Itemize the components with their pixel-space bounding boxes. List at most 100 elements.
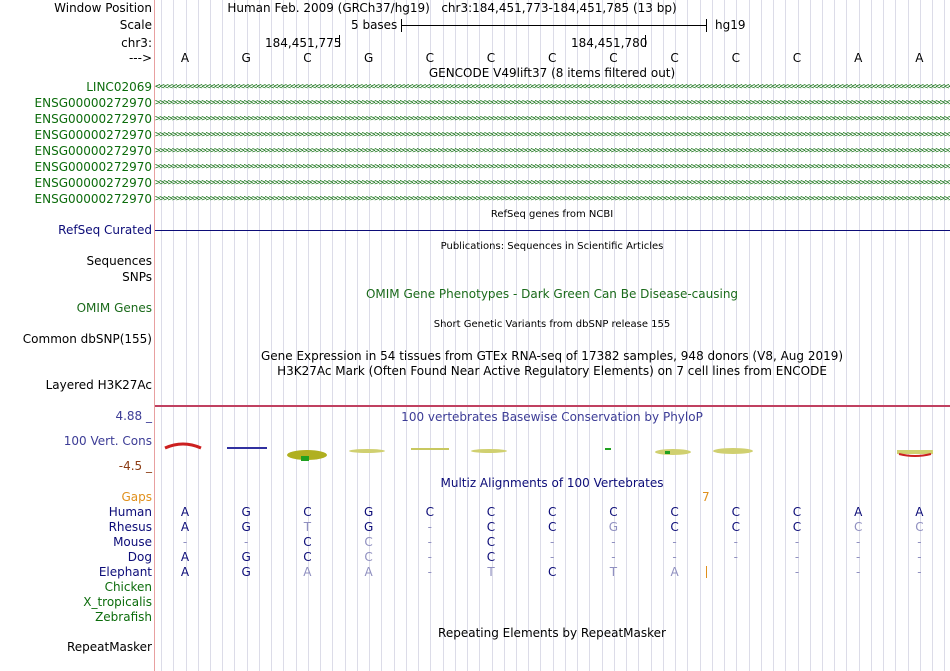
- gene-label[interactable]: ENSG00000272970: [34, 112, 152, 126]
- gridline: [613, 0, 615, 671]
- gene-feature-reverse[interactable]: <<<<<<<<<<<<<<<<<<<<<<<<<<<<<<<<<<<<<<<<…: [155, 82, 950, 92]
- gridline: [222, 0, 224, 671]
- gene-label[interactable]: ENSG00000272970: [34, 144, 152, 158]
- gridline: [552, 0, 554, 671]
- alignment-base: C: [609, 505, 618, 519]
- refseq-track-title[interactable]: RefSeq genes from NCBI: [490, 209, 614, 220]
- gridline: [907, 0, 909, 671]
- publications-track-label[interactable]: Sequences: [86, 254, 152, 268]
- coordinate-tick-1: [339, 35, 340, 47]
- gene-feature-forward[interactable]: >>>>>>>>>>>>>>>>>>>>>>>>>>>>>>>>>>>>>>>>…: [155, 162, 950, 172]
- h3k27ac-track-title[interactable]: H3K27Ac Mark (Often Found Near Active Re…: [277, 364, 827, 378]
- alignment-base: T: [303, 520, 312, 534]
- gridline: [454, 0, 456, 671]
- gtex-track-title[interactable]: Gene Expression in 54 tissues from GTEx …: [260, 349, 844, 363]
- gridline: [430, 0, 432, 671]
- alignment-base: A: [915, 505, 924, 519]
- conservation-wiggle: [164, 442, 933, 461]
- sequence-base: C: [609, 51, 618, 65]
- conservation-max-label: 4.88 _: [115, 409, 152, 423]
- conservation-track-label[interactable]: 100 Vert. Cons: [63, 434, 152, 448]
- gene-label[interactable]: ENSG00000272970: [34, 176, 152, 190]
- label-separator: [154, 0, 155, 671]
- gene-label[interactable]: ENSG00000272970: [34, 192, 152, 206]
- alignment-base: C: [792, 505, 802, 519]
- species-label[interactable]: Elephant: [98, 565, 152, 579]
- gene-feature-forward[interactable]: >>>>>>>>>>>>>>>>>>>>>>>>>>>>>>>>>>>>>>>>…: [155, 130, 950, 140]
- gridline: [503, 0, 505, 671]
- repeatmasker-track-title[interactable]: Repeating Elements by RepeatMasker: [438, 626, 666, 640]
- alignment-base: -: [733, 550, 738, 564]
- dbsnp-track-title[interactable]: Short Genetic Variants from dbSNP releas…: [433, 319, 671, 330]
- refseq-line[interactable]: [155, 230, 950, 231]
- gridline: [369, 0, 371, 671]
- gridline: [760, 0, 762, 671]
- species-label[interactable]: Chicken: [104, 580, 152, 594]
- alignment-base: -: [182, 535, 188, 549]
- species-label[interactable]: Mouse: [113, 535, 152, 549]
- conservation-track-title[interactable]: 100 vertebrates Basewise Conservation by…: [401, 410, 703, 424]
- gridline: [356, 0, 358, 671]
- alignment-base: C: [486, 505, 496, 519]
- gridline: [479, 0, 481, 671]
- alignment-base: -: [672, 535, 677, 549]
- scale-label: Scale: [119, 18, 152, 32]
- publications-track-title[interactable]: Publications: Sequences in Scientific Ar…: [440, 241, 664, 252]
- multiz-track-title[interactable]: Multiz Alignments of 100 Vertebrates: [440, 476, 664, 490]
- sequence-base: A: [915, 51, 924, 65]
- alignment-base: -: [550, 550, 555, 564]
- alignment-base: A: [180, 520, 190, 534]
- omim-track-label[interactable]: OMIM Genes: [76, 301, 152, 315]
- gene-feature-forward[interactable]: >>>>>>>>>>>>>>>>>>>>>>>>>>>>>>>>>>>>>>>>…: [155, 194, 950, 204]
- refseq-track-label[interactable]: RefSeq Curated: [58, 223, 152, 237]
- sequence-base: C: [425, 51, 434, 65]
- gridline: [638, 0, 640, 671]
- dbsnp-track-label[interactable]: Common dbSNP(155): [22, 332, 152, 346]
- gridline: [234, 0, 236, 671]
- alignment-base: C: [731, 520, 740, 534]
- alignment-base: -: [856, 565, 861, 579]
- h3k27ac-track-label[interactable]: Layered H3K27Ac: [45, 378, 152, 392]
- alignment-base: -: [427, 520, 432, 534]
- gridline: [736, 0, 738, 671]
- gridline: [258, 0, 260, 671]
- h3k27ac-signal-line: [155, 405, 950, 407]
- strand-label[interactable]: --->: [128, 51, 152, 65]
- species-label[interactable]: X_tropicalis: [83, 595, 152, 609]
- gridline: [711, 0, 713, 671]
- snps-track-label[interactable]: SNPs: [122, 270, 152, 284]
- alignment-base: C: [547, 520, 557, 534]
- repeatmasker-track-label[interactable]: RepeatMasker: [66, 640, 152, 654]
- gene-label[interactable]: ENSG00000272970: [34, 160, 152, 174]
- species-label[interactable]: Zebrafish: [95, 610, 152, 624]
- gene-feature-forward[interactable]: >>>>>>>>>>>>>>>>>>>>>>>>>>>>>>>>>>>>>>>>…: [155, 146, 950, 156]
- track-display-area[interactable]: Human Feb. 2009 (GRCh37/hg19) chr3:184,4…: [155, 0, 950, 671]
- gene-feature-forward[interactable]: >>>>>>>>>>>>>>>>>>>>>>>>>>>>>>>>>>>>>>>>…: [155, 178, 950, 188]
- gridline: [344, 0, 346, 671]
- sequence-base: C: [731, 51, 740, 65]
- gene-feature-forward[interactable]: >>>>>>>>>>>>>>>>>>>>>>>>>>>>>>>>>>>>>>>>…: [155, 98, 950, 108]
- alignment-base: A: [180, 550, 190, 564]
- species-label[interactable]: Human: [108, 505, 152, 519]
- alignment-base: -: [917, 565, 922, 579]
- gene-label[interactable]: ENSG00000272970: [34, 96, 152, 110]
- species-label[interactable]: Dog: [127, 550, 152, 564]
- sequence-base: G: [241, 51, 251, 65]
- alignment-base: A: [303, 565, 312, 579]
- gene-label[interactable]: ENSG00000272970: [34, 128, 152, 142]
- conservation-logo-g2: [349, 449, 385, 453]
- gridline: [675, 0, 677, 671]
- window-position-label: Window Position: [54, 1, 152, 15]
- alignment-base: -: [856, 535, 861, 549]
- sequence-base: C: [792, 51, 802, 65]
- species-label[interactable]: Rhesus: [108, 520, 152, 534]
- gene-label[interactable]: LINC02069: [86, 80, 152, 94]
- alignment-base: -: [794, 550, 800, 564]
- alignment-base: A: [854, 505, 863, 519]
- gencode-track-title[interactable]: GENCODE V49lift37 (8 items filtered out): [428, 66, 676, 80]
- gene-feature-forward[interactable]: >>>>>>>>>>>>>>>>>>>>>>>>>>>>>>>>>>>>>>>>…: [155, 114, 950, 124]
- omim-track-title[interactable]: OMIM Gene Phenotypes - Dark Green Can Be…: [365, 287, 739, 301]
- alignment-base: C: [547, 565, 557, 579]
- window-position: Human Feb. 2009 (GRCh37/hg19) chr3:184,4…: [227, 1, 676, 15]
- gridline: [870, 0, 872, 671]
